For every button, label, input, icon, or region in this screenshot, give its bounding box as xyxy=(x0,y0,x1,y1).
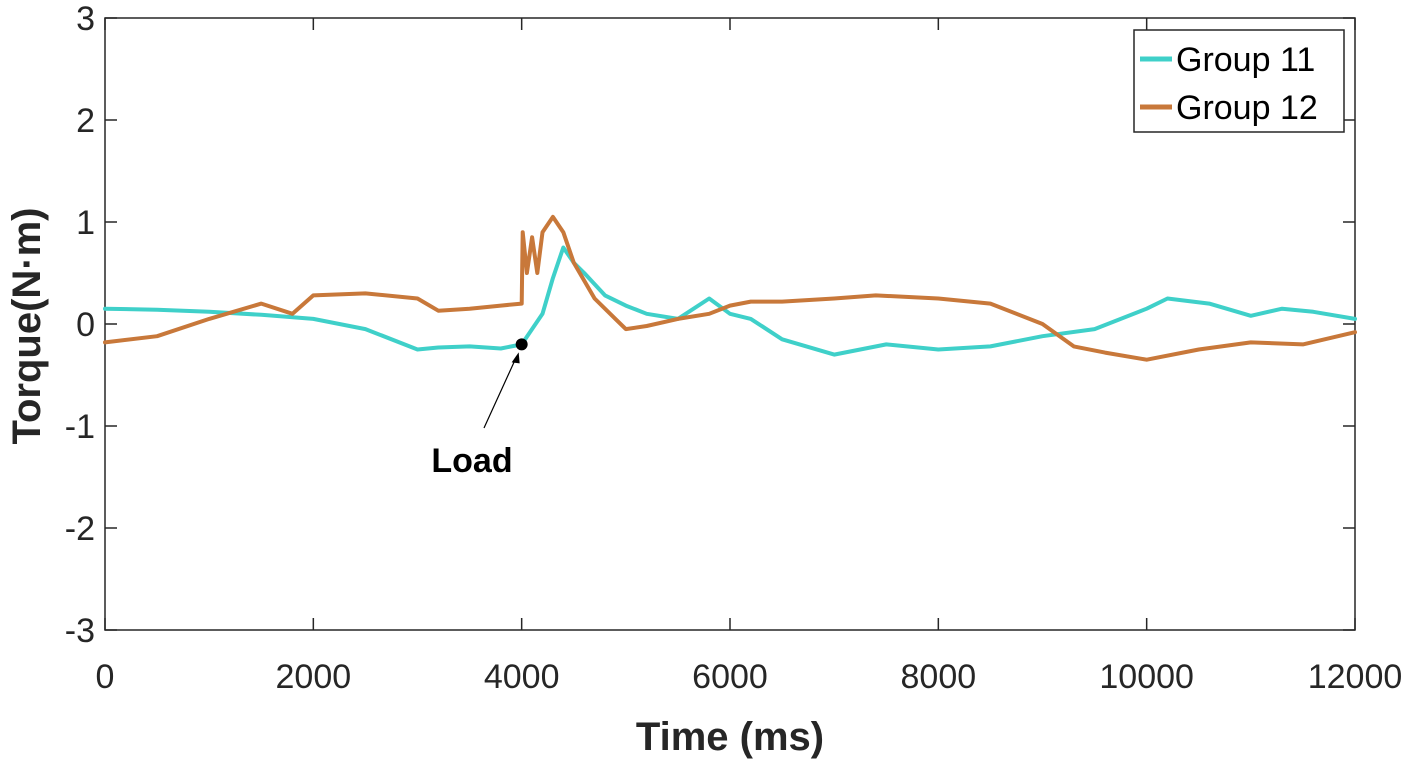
x-axis-ticks: 0 2000 4000 6000 8000 10000 12000 xyxy=(96,18,1403,696)
x-tick-label: 10000 xyxy=(1099,658,1194,696)
x-tick-label: 6000 xyxy=(692,658,768,696)
y-tick-label: -3 xyxy=(65,612,95,650)
y-axis-ticks: -3 -2 -1 0 1 2 3 xyxy=(65,0,1355,650)
legend-entry-label: Group 12 xyxy=(1176,89,1318,127)
annotation-point xyxy=(515,338,528,351)
y-axis-title: Torque(N·m) xyxy=(5,208,49,445)
series-line-group-12 xyxy=(103,214,1357,362)
x-tick-label: 4000 xyxy=(484,658,560,696)
y-tick-label: 0 xyxy=(76,306,95,344)
y-tick-label: 1 xyxy=(76,204,95,242)
series-line-group-11 xyxy=(103,245,1357,357)
annotation-label: Load xyxy=(431,442,512,480)
y-tick-label: 2 xyxy=(76,102,95,140)
y-tick-label: -2 xyxy=(65,510,95,548)
x-axis-title: Time (ms) xyxy=(636,715,824,759)
series-layer xyxy=(103,214,1357,362)
annotation-arrow xyxy=(483,356,518,429)
x-tick-label: 0 xyxy=(96,658,115,696)
y-tick-label: -1 xyxy=(65,408,95,446)
x-tick-label: 2000 xyxy=(276,658,352,696)
legend: Group 11 Group 12 xyxy=(1133,29,1345,133)
annotation-arrowhead xyxy=(511,352,520,364)
annotation-layer: Load xyxy=(431,338,528,480)
x-tick-label: 12000 xyxy=(1308,658,1403,696)
x-tick-label: 8000 xyxy=(901,658,977,696)
legend-entry-label: Group 11 xyxy=(1176,41,1315,79)
legend-box xyxy=(1133,29,1345,133)
y-tick-label: 3 xyxy=(76,0,95,38)
